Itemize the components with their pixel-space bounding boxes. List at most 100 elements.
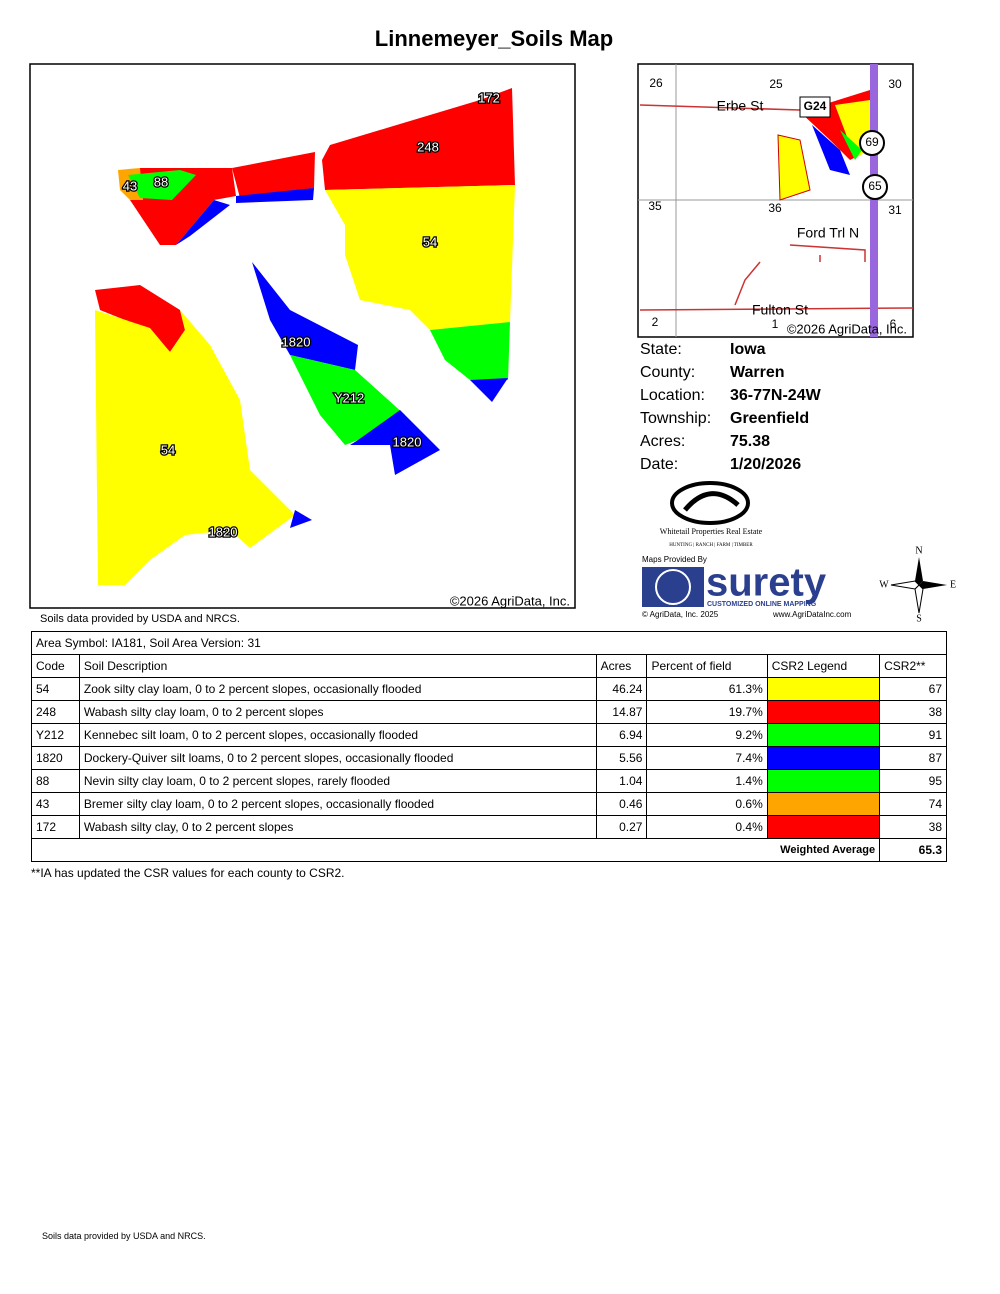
cell: 1.04 [595, 769, 648, 793]
soil-table: Area Symbol: IA181, Soil Area Version: 3… [30, 631, 947, 862]
info-label: Township: [640, 410, 711, 427]
soil-polygons [95, 88, 515, 585]
column-header: Soil Description [78, 654, 597, 678]
maps-by: Maps Provided By [642, 555, 707, 564]
info-label: Location: [640, 387, 705, 404]
section-number: 31 [888, 203, 902, 217]
info-block: State: Iowa County: Warren Location: 36-77N-2… [640, 341, 822, 473]
legend-swatch [766, 677, 881, 701]
cell: Dockery-Quiver silt loams, 0 to 2 percen… [78, 746, 597, 770]
soil-row: 88 Nevin silty clay loam, 0 to 2 percent … [31, 769, 947, 793]
agridata-credit: © AgriData, Inc. 2025 [642, 610, 719, 619]
section-number: 2 [652, 315, 659, 329]
locator-copyright: ©2026 AgriData, Inc. [787, 321, 907, 336]
cell: Wabash silty clay, 0 to 2 percent slopes [78, 815, 597, 839]
weighted-label: Weighted Average [30, 838, 881, 862]
csr2: 38 [879, 700, 947, 724]
map-copyright: ©2026 AgriData, Inc. [450, 593, 570, 608]
surety-logo: Maps Provided By surety CUSTOMIZED ONLIN… [642, 555, 852, 619]
cell: 248 [31, 700, 80, 724]
section-number: 36 [768, 201, 782, 215]
soil-row: 1820 Dockery-Quiver silt loams, 0 to 2 pe… [31, 746, 947, 770]
csr2: 95 [879, 769, 947, 793]
route-shield [862, 174, 888, 200]
whitetail-logo: Whitetail Properties Real Estate HUNTING… [660, 481, 763, 548]
legend-swatch [766, 723, 881, 747]
soil-label: 54 [161, 442, 175, 457]
surety-tagline: CUSTOMIZED ONLINE MAPPING [707, 601, 817, 608]
column-header: Code [31, 654, 80, 678]
cell: 1820 [31, 746, 80, 770]
column-header: Acres [595, 654, 648, 678]
cell: 88 [31, 769, 80, 793]
info-value: Greenfield [730, 410, 809, 427]
cell: Wabash silty clay loam, 0 to 2 percent s… [78, 700, 597, 724]
section-number: 26 [649, 76, 663, 90]
cell: Kennebec silt loam, 0 to 2 percent slope… [78, 723, 597, 747]
cell: 54 [31, 677, 80, 701]
cell: 9.2% [646, 723, 768, 747]
section-number: 1 [772, 317, 779, 331]
compass: N S E W [879, 545, 956, 624]
cell: 0.46 [595, 792, 648, 816]
info-value: Warren [730, 364, 785, 381]
cell: 6.94 [595, 723, 648, 747]
csr2: 67 [879, 677, 947, 701]
route-shield [859, 130, 885, 156]
section-number: 6 [890, 317, 897, 331]
info-value: 75.38 [730, 433, 770, 450]
csr2: 91 [879, 723, 947, 747]
cell: 5.56 [595, 746, 648, 770]
cell: 14.87 [595, 700, 648, 724]
road-label: G24 [804, 99, 827, 113]
section-number: 25 [769, 77, 783, 91]
soil-label: 1820 [393, 434, 422, 449]
footnote: **IA has updated the CSR values for each… [31, 866, 345, 880]
column-header: CSR2 Legend [766, 654, 881, 678]
csr2: 74 [879, 792, 947, 816]
cell: Nevin silty clay loam, 0 to 2 percent sl… [78, 769, 597, 793]
soil-row: 248 Wabash silty clay loam, 0 to 2 percen… [31, 700, 947, 724]
title: Linnemeyer_Soils Map [375, 26, 613, 51]
whitetail-tagline: HUNTING | RANCH | FARM | TIMBER [669, 543, 753, 548]
cell: 1.4% [646, 769, 768, 793]
legend-swatch [766, 700, 881, 724]
soil-label: 248 [417, 139, 439, 154]
cell: 7.4% [646, 746, 768, 770]
road-label: 65 [868, 179, 882, 193]
legend-swatch [766, 815, 881, 839]
map-source: Soils data provided by USDA and NRCS. [40, 613, 240, 625]
info-label: Acres: [640, 433, 685, 450]
compass-e: E [950, 579, 956, 590]
cell: Zook silty clay loam, 0 to 2 percent slo… [78, 677, 597, 701]
soil-row: 43 Bremer silty clay loam, 0 to 2 percent… [31, 792, 947, 816]
cell: 46.24 [595, 677, 648, 701]
cell: 172 [31, 815, 80, 839]
soil-label: 1820 [209, 524, 238, 539]
section-number: 30 [888, 77, 902, 91]
cell: Bremer silty clay loam, 0 to 2 percent s… [78, 792, 597, 816]
info-value: 36-77N-24W [730, 387, 822, 404]
compass-w: W [879, 579, 889, 590]
csr2: 38 [879, 815, 947, 839]
cell: 61.3% [646, 677, 768, 701]
road-label: Fulton St [752, 302, 808, 318]
info-label: County: [640, 364, 695, 381]
cell: Y212 [31, 723, 80, 747]
map-area: Linnemeyer_Soils Map 172 248 43 88 54 1820 Y21… [29, 26, 956, 625]
surety-word: surety [706, 561, 827, 605]
legend-swatch [766, 792, 881, 816]
soil-label: 88 [154, 174, 168, 189]
footer: Soils data provided by USDA and NRCS. [42, 1231, 206, 1241]
soil-label: 43 [123, 178, 137, 193]
whitetail-name: Whitetail Properties Real Estate [660, 527, 763, 536]
column-header: Percent of field [646, 654, 768, 678]
soil-row: 54 Zook silty clay loam, 0 to 2 percent s… [31, 677, 947, 701]
cell: 0.4% [646, 815, 768, 839]
soil-label: 54 [423, 234, 437, 249]
road-label: Erbe St [717, 98, 764, 114]
soil-row: Y212 Kennebec silt loam, 0 to 2 percent s… [31, 723, 947, 747]
info-value: 1/20/2026 [730, 456, 801, 473]
agridata-url: www.AgriDataInc.com [772, 610, 852, 619]
